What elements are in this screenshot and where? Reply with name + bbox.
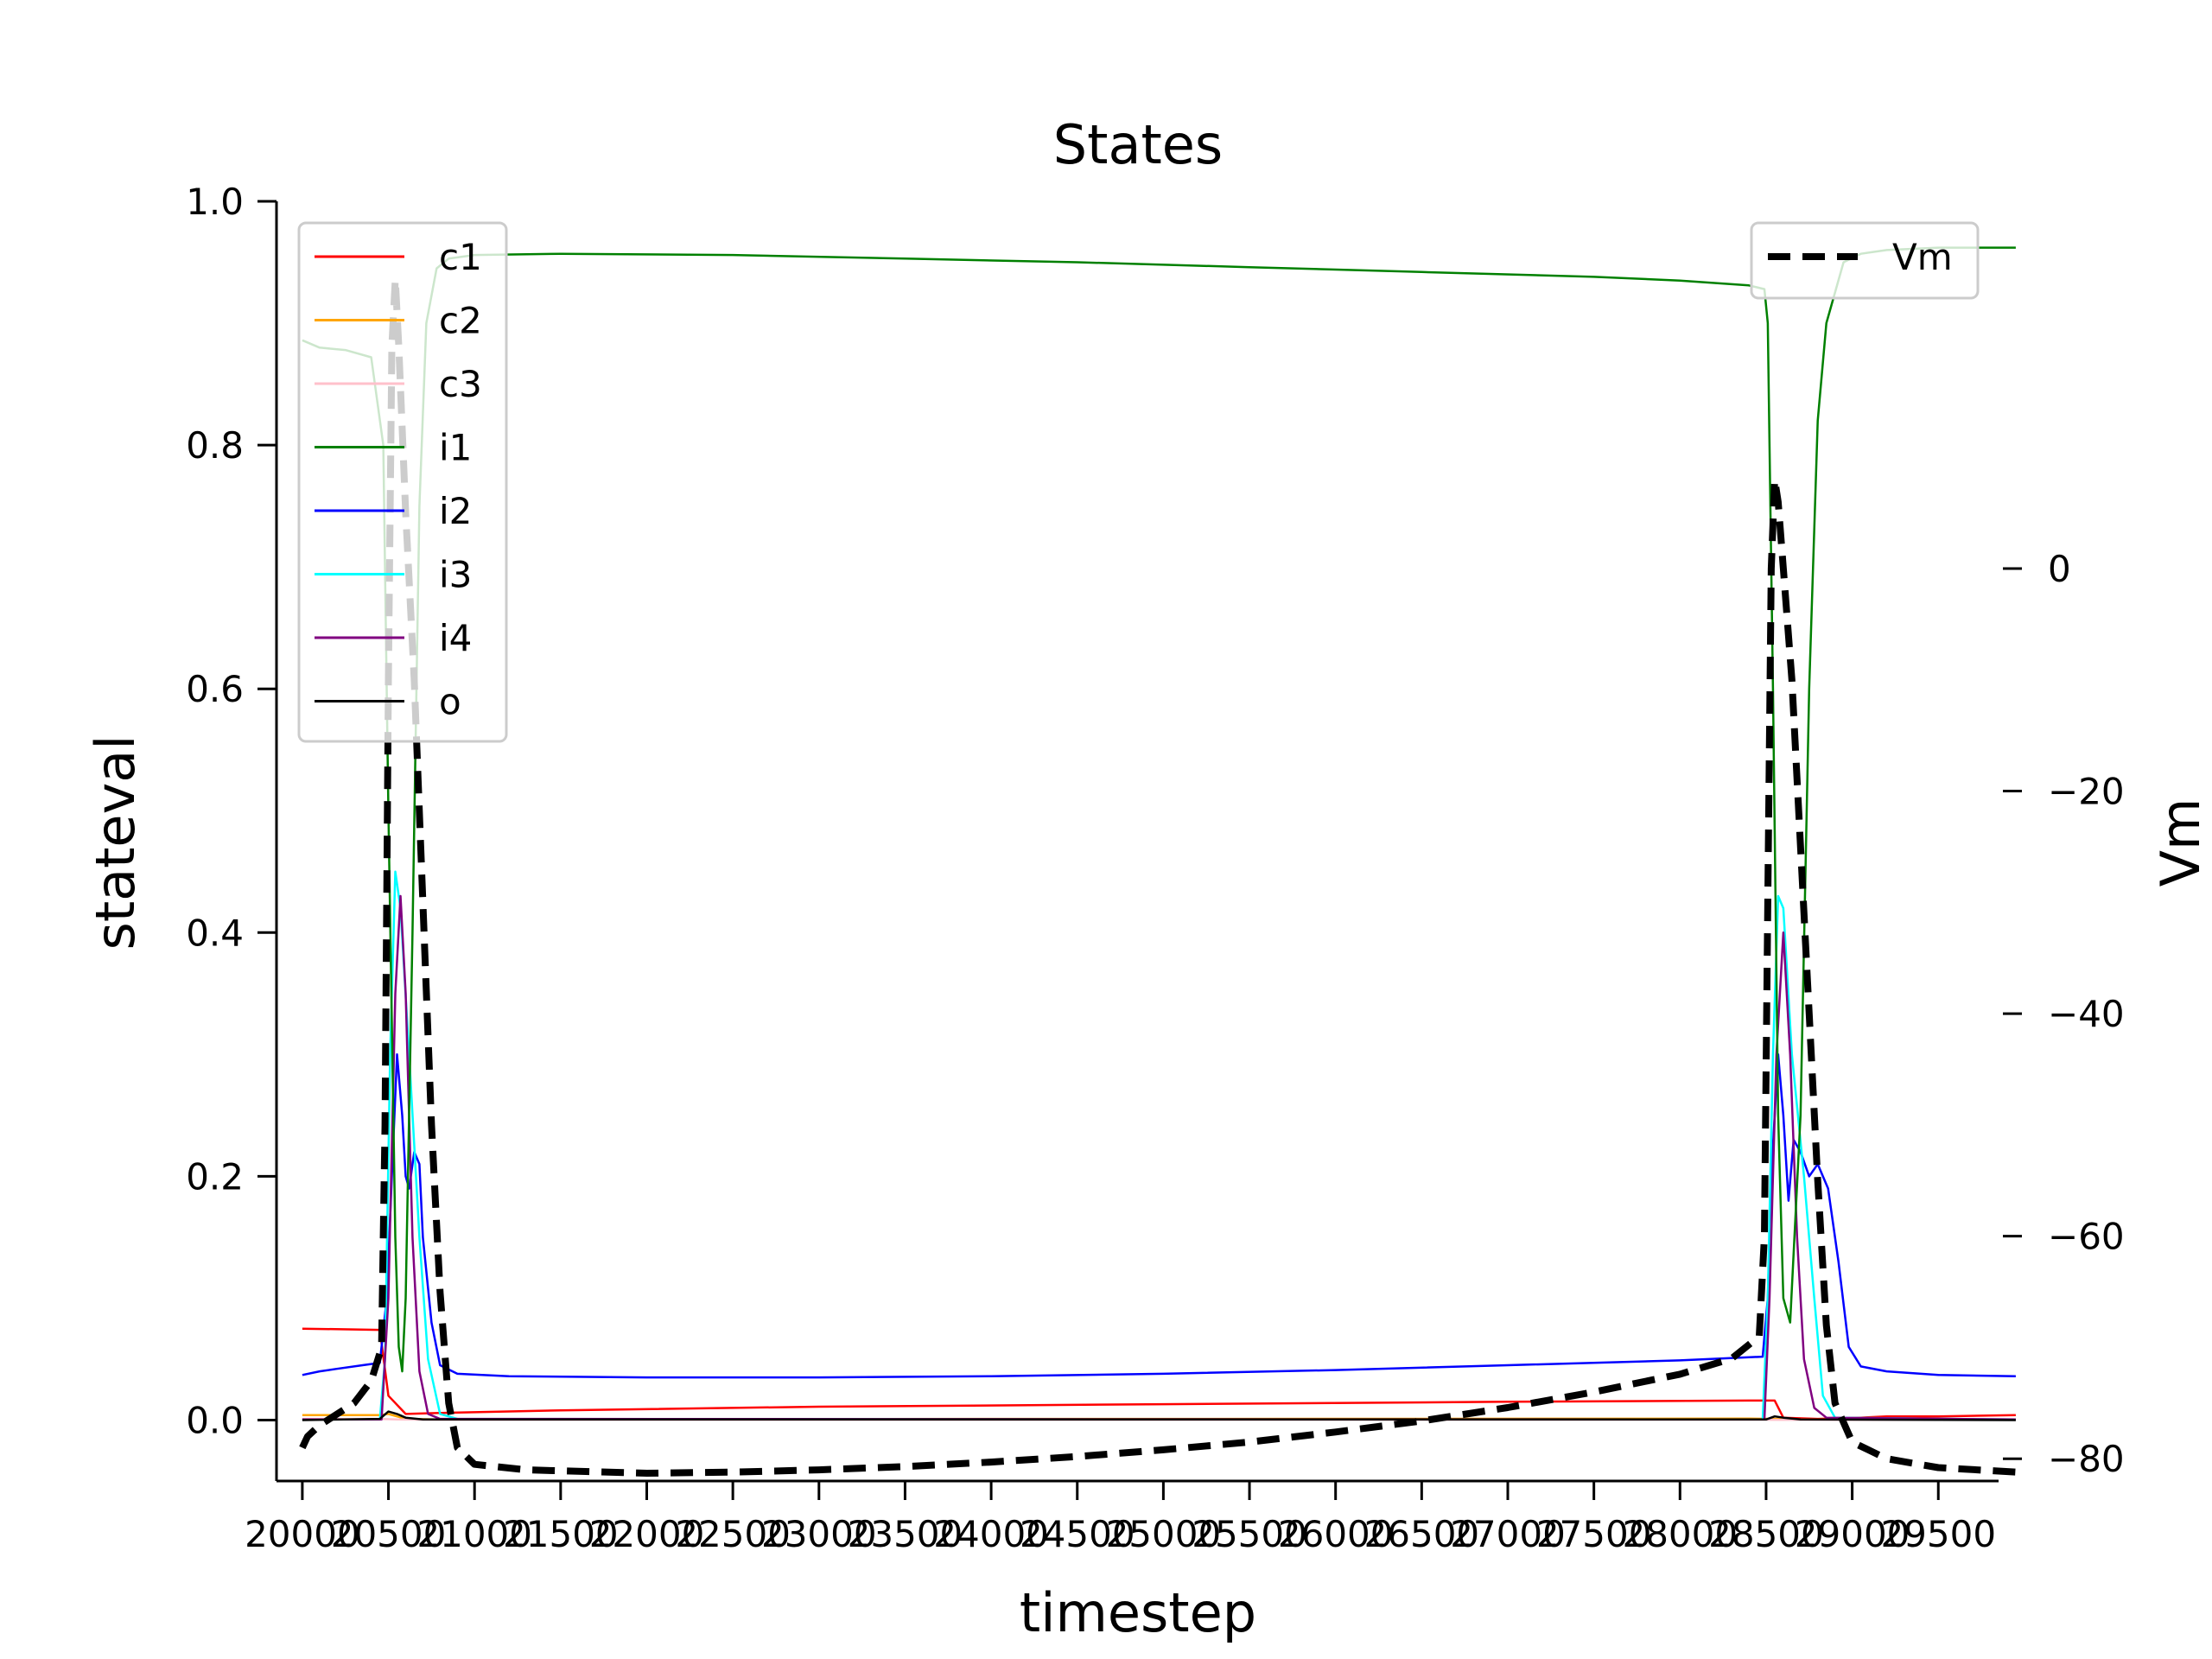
legend-label-i4: i4: [439, 617, 472, 659]
series-line-i2: [302, 1053, 2016, 1379]
series-line-Vm: [299, 276, 2017, 1477]
y-tick-label: 1.0: [186, 181, 244, 223]
x-tick-label: 26500: [1364, 1513, 1480, 1555]
y2-tick-label: −80: [2048, 1438, 2125, 1480]
legend-label-c2: c2: [439, 300, 482, 342]
legend-label-c1: c1: [439, 236, 482, 278]
y2-tick-label: −20: [2048, 771, 2125, 813]
series-line-i1: [302, 246, 2016, 1373]
x-tick-label: 28500: [1708, 1513, 1824, 1555]
x-tick-label: 22000: [589, 1513, 705, 1555]
y-axis-right: 0 −20 −40 −60 −80: [2003, 548, 2125, 1480]
legend-label-i3: i3: [439, 554, 472, 596]
x-axis: 2000020500210002150022000225002300023500…: [245, 1481, 1996, 1555]
x-tick-label: 25500: [1192, 1513, 1307, 1555]
x-tick-label: 21500: [503, 1513, 619, 1555]
series-line-i4: [302, 894, 2016, 1421]
y2-axis-label: Vm: [2149, 798, 2212, 887]
legend-left: c1 c2 c3 i1 i2 i3 i4 o: [297, 221, 508, 743]
x-axis-label: timestep: [1020, 1581, 1256, 1644]
y2-tick-label: −40: [2048, 993, 2125, 1035]
x-tick-label: 24500: [1020, 1513, 1135, 1555]
x-tick-label: 27000: [1450, 1513, 1566, 1555]
legend-label-c3: c3: [439, 363, 482, 405]
x-tick-label: 27500: [1536, 1513, 1652, 1555]
y2-tick-label: −60: [2048, 1216, 2125, 1258]
x-tick-label: 23000: [761, 1513, 877, 1555]
y-tick-label: 0.4: [186, 912, 244, 954]
y-tick-label: 0.8: [186, 424, 244, 467]
x-tick-label: 29000: [1795, 1513, 1910, 1555]
y-axis-label: stateval: [84, 735, 147, 950]
legend-label-o: o: [439, 681, 461, 723]
y-tick-label: 0.2: [186, 1155, 244, 1198]
legend-label-i1: i1: [439, 427, 472, 469]
legend-label-i2: i2: [439, 490, 472, 532]
x-tick-label: 20500: [331, 1513, 447, 1555]
plot-area: [299, 246, 2017, 1477]
x-tick-label: 23500: [848, 1513, 963, 1555]
legend-label-Vm: Vm: [1892, 236, 1953, 278]
legend-left-frame: [297, 221, 508, 743]
y2-tick-label: 0: [2048, 548, 2071, 590]
x-tick-label: 20000: [245, 1513, 360, 1555]
x-tick-label: 22500: [675, 1513, 791, 1555]
x-tick-label: 24000: [933, 1513, 1049, 1555]
series-line-i3: [302, 870, 2016, 1421]
legend-right: Vm: [1750, 221, 1980, 300]
y-tick-label: 0.0: [186, 1399, 244, 1441]
legend-right-frame: [1750, 221, 1980, 300]
x-tick-label: 26000: [1278, 1513, 1394, 1555]
x-tick-label: 25000: [1106, 1513, 1222, 1555]
y-tick-label: 0.6: [186, 668, 244, 710]
x-tick-label: 28000: [1622, 1513, 1738, 1555]
x-tick-label: 29500: [1880, 1513, 1996, 1555]
y-axis-left: 0.0 0.2 0.4 0.6 0.8 1.0: [186, 181, 276, 1441]
series-line-o: [302, 1410, 2016, 1421]
x-tick-label: 21000: [416, 1513, 532, 1555]
chart-title: States: [1053, 113, 1223, 176]
